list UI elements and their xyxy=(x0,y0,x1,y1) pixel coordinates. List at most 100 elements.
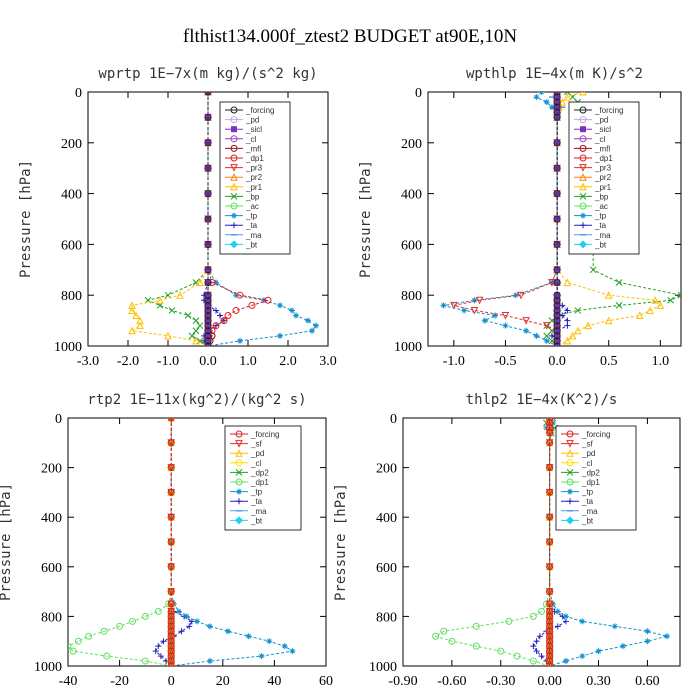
data-point-dp1 xyxy=(224,312,232,320)
legend-marker xyxy=(230,173,238,181)
legend-label: _bp xyxy=(594,192,609,201)
data-point-forcing xyxy=(553,279,561,286)
data-point-tp xyxy=(533,94,540,101)
data-point-tp xyxy=(245,633,252,640)
legend-marker xyxy=(230,106,238,114)
legend-marker xyxy=(579,182,587,191)
legend-marker xyxy=(231,222,237,229)
data-point-tp xyxy=(206,658,213,665)
data-point-forcing xyxy=(553,108,561,116)
data-point-tp xyxy=(548,104,555,111)
legend-label: _bt xyxy=(245,240,258,249)
data-point-pr3 xyxy=(542,322,551,330)
data-point-ta xyxy=(554,623,561,630)
data-point-dp1 xyxy=(116,622,124,630)
legend-label: _ta xyxy=(594,221,607,230)
data-point-forcing xyxy=(167,488,175,496)
legend-marker xyxy=(566,430,574,438)
y-tick-label: 0 xyxy=(55,412,62,427)
x-tick-label: -0.5 xyxy=(494,354,516,369)
data-point-ta xyxy=(538,653,545,660)
data-point-forcing xyxy=(553,113,561,121)
data-point-ta xyxy=(217,312,223,319)
data-point-pr1 xyxy=(196,278,204,286)
legend-marker xyxy=(235,469,243,476)
legend: _forcing_pd_sicl_cl_mfl_dp1_pr3_pr2_pr1_… xyxy=(568,101,640,255)
data-point-forcing xyxy=(553,332,561,340)
data-point-dp1 xyxy=(440,627,448,635)
data-point-forcing xyxy=(167,657,175,665)
legend-marker xyxy=(579,164,587,172)
x-tick-label: 0.5 xyxy=(600,354,618,369)
data-point-forcing xyxy=(546,642,554,650)
data-point-dp1 xyxy=(212,322,220,330)
legend-label: _pr2 xyxy=(245,173,263,182)
data-point-dp1 xyxy=(472,622,480,630)
plot-frame xyxy=(402,417,681,667)
legend-marker xyxy=(236,488,242,495)
data-point-tp xyxy=(663,633,670,640)
data-point-forcing xyxy=(167,600,175,608)
data-point-forcing xyxy=(204,342,212,346)
legend-label: _cl xyxy=(594,135,605,144)
legend-label: _tp xyxy=(245,212,258,221)
data-point-tp xyxy=(481,317,488,324)
data-point-bp xyxy=(615,279,623,286)
legend-label: _dp1 xyxy=(581,478,600,487)
y-axis-label: Pressure [hPa] xyxy=(18,160,34,278)
data-point-forcing xyxy=(546,662,554,666)
panel-title: thlp2 1E−4x(K^2)/s xyxy=(466,392,618,408)
data-point-sicl xyxy=(205,332,211,339)
data-point-pr3 xyxy=(501,312,510,320)
data-point-forcing xyxy=(167,622,175,630)
x-tick-label: 1.0 xyxy=(239,354,257,369)
legend-label: _pr1 xyxy=(594,183,612,192)
legend-marker xyxy=(231,212,237,219)
data-point-tp xyxy=(562,613,569,620)
y-tick-label: 400 xyxy=(61,188,82,203)
data-point-ta xyxy=(564,317,571,324)
data-point-tp xyxy=(533,332,540,339)
legend-label: _ma xyxy=(245,231,262,240)
data-point-dp1 xyxy=(264,296,272,304)
data-point-pr1 xyxy=(573,326,582,335)
x-tick-label: -0.90 xyxy=(388,674,417,689)
data-point-forcing xyxy=(546,464,554,472)
legend-label: _tp xyxy=(594,212,607,221)
data-point-dp1 xyxy=(472,642,480,650)
legend-marker xyxy=(230,116,238,124)
data-point-sicl xyxy=(554,302,561,309)
data-point-forcing xyxy=(546,538,554,546)
data-point-pr1 xyxy=(132,311,140,320)
data-point-forcing xyxy=(546,647,554,655)
data-point-ta xyxy=(530,643,537,650)
legend-label: _bt xyxy=(594,240,607,249)
y-tick-label: 800 xyxy=(41,610,62,625)
data-point-dp1 xyxy=(432,632,440,640)
x-tick-label: -20 xyxy=(110,674,129,689)
data-point-forcing xyxy=(553,322,561,330)
data-point-pr3 xyxy=(470,306,479,315)
legend-label: _tp xyxy=(250,488,263,497)
data-point-sicl xyxy=(554,297,561,304)
data-point-forcing xyxy=(553,337,561,345)
legend-label: _dp1 xyxy=(594,154,613,163)
legend-marker xyxy=(566,440,574,448)
legend-label: _sf xyxy=(581,440,593,449)
legend-marker xyxy=(236,498,242,505)
data-point-forcing xyxy=(546,632,554,640)
data-point-tp xyxy=(277,332,283,339)
legend-label: _ta xyxy=(581,497,594,506)
data-point-forcing xyxy=(204,327,212,335)
data-point-forcing xyxy=(546,419,554,427)
data-point-bp xyxy=(569,93,576,101)
figure-title: flthist134.000f_ztest2 BUDGET at90E,10N xyxy=(183,26,518,47)
data-point-bp xyxy=(615,302,623,309)
x-tick-label: 0.60 xyxy=(635,674,660,689)
data-point-forcing xyxy=(167,563,175,571)
y-tick-label: 600 xyxy=(401,238,422,253)
legend-marker xyxy=(235,478,243,486)
data-point-tp xyxy=(644,628,651,635)
data-point-sicl xyxy=(205,337,211,344)
